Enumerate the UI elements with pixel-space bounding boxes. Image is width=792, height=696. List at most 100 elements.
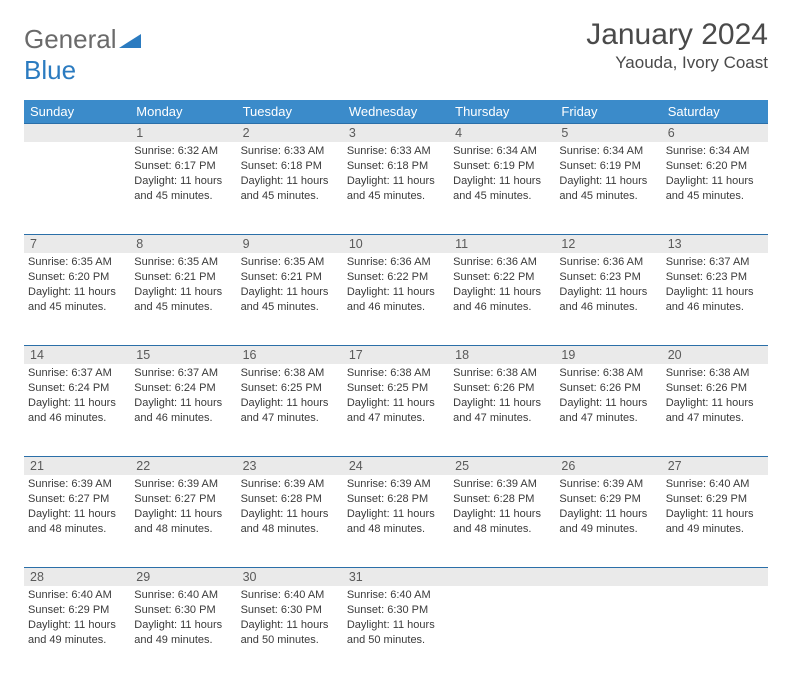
day-number: 16 [237,345,343,364]
day-content: Sunrise: 6:35 AMSunset: 6:20 PMDaylight:… [24,253,130,320]
day-number: 9 [237,234,343,253]
weekday-header: Saturday [662,100,768,123]
daynum-row: 123456 [24,123,768,142]
day-content-empty [662,586,768,594]
day-number: 10 [343,234,449,253]
day-content: Sunrise: 6:37 AMSunset: 6:24 PMDaylight:… [24,364,130,431]
day-number-empty [24,123,130,142]
weekday-header: Tuesday [237,100,343,123]
weekday-header: Sunday [24,100,130,123]
logo-text-general: General [24,24,117,54]
day-number: 5 [555,123,661,142]
day-content: Sunrise: 6:36 AMSunset: 6:23 PMDaylight:… [555,253,661,320]
calendar-body: 123456Sunrise: 6:32 AMSunset: 6:17 PMDay… [24,123,768,678]
day-number: 22 [130,456,236,475]
day-content: Sunrise: 6:38 AMSunset: 6:25 PMDaylight:… [237,364,343,431]
day-number: 24 [343,456,449,475]
day-content: Sunrise: 6:34 AMSunset: 6:19 PMDaylight:… [555,142,661,209]
day-number: 23 [237,456,343,475]
location: Yaouda, Ivory Coast [586,53,768,73]
day-number: 8 [130,234,236,253]
day-content: Sunrise: 6:40 AMSunset: 6:30 PMDaylight:… [130,586,236,653]
weekday-header: Monday [130,100,236,123]
calendar-page: GeneralBlue January 2024 Yaouda, Ivory C… [0,0,792,696]
title-block: January 2024 Yaouda, Ivory Coast [586,18,768,73]
weekday-header: Thursday [449,100,555,123]
day-content: Sunrise: 6:40 AMSunset: 6:29 PMDaylight:… [662,475,768,542]
weekday-header: Wednesday [343,100,449,123]
day-content-row: Sunrise: 6:37 AMSunset: 6:24 PMDaylight:… [24,364,768,456]
day-content-row: Sunrise: 6:32 AMSunset: 6:17 PMDaylight:… [24,142,768,234]
day-number: 1 [130,123,236,142]
day-content: Sunrise: 6:40 AMSunset: 6:30 PMDaylight:… [343,586,449,653]
day-number-empty [449,567,555,586]
day-number: 26 [555,456,661,475]
day-number: 18 [449,345,555,364]
day-number: 4 [449,123,555,142]
day-number: 31 [343,567,449,586]
logo: GeneralBlue [24,18,141,86]
day-content: Sunrise: 6:34 AMSunset: 6:20 PMDaylight:… [662,142,768,209]
day-content: Sunrise: 6:39 AMSunset: 6:29 PMDaylight:… [555,475,661,542]
day-number: 29 [130,567,236,586]
day-content: Sunrise: 6:33 AMSunset: 6:18 PMDaylight:… [237,142,343,209]
day-content: Sunrise: 6:35 AMSunset: 6:21 PMDaylight:… [130,253,236,320]
daynum-row: 28293031 [24,567,768,586]
day-content: Sunrise: 6:39 AMSunset: 6:27 PMDaylight:… [130,475,236,542]
day-content: Sunrise: 6:37 AMSunset: 6:23 PMDaylight:… [662,253,768,320]
daynum-row: 78910111213 [24,234,768,253]
day-content: Sunrise: 6:35 AMSunset: 6:21 PMDaylight:… [237,253,343,320]
day-content: Sunrise: 6:38 AMSunset: 6:26 PMDaylight:… [555,364,661,431]
day-number: 20 [662,345,768,364]
logo-text: GeneralBlue [24,24,141,86]
day-content-row: Sunrise: 6:40 AMSunset: 6:29 PMDaylight:… [24,586,768,678]
day-number-empty [662,567,768,586]
day-number: 11 [449,234,555,253]
day-number: 28 [24,567,130,586]
day-content: Sunrise: 6:33 AMSunset: 6:18 PMDaylight:… [343,142,449,209]
day-content-empty [449,586,555,594]
month-title: January 2024 [586,18,768,51]
day-content-row: Sunrise: 6:39 AMSunset: 6:27 PMDaylight:… [24,475,768,567]
daynum-row: 14151617181920 [24,345,768,364]
logo-triangle-icon [119,24,141,55]
logo-text-blue: Blue [24,55,76,85]
day-number: 13 [662,234,768,253]
header: GeneralBlue January 2024 Yaouda, Ivory C… [24,18,768,86]
weekday-header: Friday [555,100,661,123]
day-number: 21 [24,456,130,475]
day-number: 19 [555,345,661,364]
day-number: 25 [449,456,555,475]
day-number: 7 [24,234,130,253]
day-number: 17 [343,345,449,364]
day-content: Sunrise: 6:37 AMSunset: 6:24 PMDaylight:… [130,364,236,431]
day-content: Sunrise: 6:38 AMSunset: 6:26 PMDaylight:… [662,364,768,431]
day-number-empty [555,567,661,586]
day-content: Sunrise: 6:39 AMSunset: 6:28 PMDaylight:… [449,475,555,542]
day-content-row: Sunrise: 6:35 AMSunset: 6:20 PMDaylight:… [24,253,768,345]
day-number: 27 [662,456,768,475]
day-content: Sunrise: 6:39 AMSunset: 6:28 PMDaylight:… [237,475,343,542]
day-content: Sunrise: 6:39 AMSunset: 6:27 PMDaylight:… [24,475,130,542]
day-content: Sunrise: 6:40 AMSunset: 6:30 PMDaylight:… [237,586,343,653]
day-content: Sunrise: 6:38 AMSunset: 6:25 PMDaylight:… [343,364,449,431]
day-number: 6 [662,123,768,142]
day-number: 12 [555,234,661,253]
calendar-header-row: SundayMondayTuesdayWednesdayThursdayFrid… [24,100,768,123]
day-content-empty [24,142,130,150]
daynum-row: 21222324252627 [24,456,768,475]
day-content-empty [555,586,661,594]
calendar-table: SundayMondayTuesdayWednesdayThursdayFrid… [24,100,768,678]
day-content: Sunrise: 6:36 AMSunset: 6:22 PMDaylight:… [343,253,449,320]
day-number: 30 [237,567,343,586]
day-content: Sunrise: 6:34 AMSunset: 6:19 PMDaylight:… [449,142,555,209]
day-number: 2 [237,123,343,142]
day-number: 3 [343,123,449,142]
day-number: 15 [130,345,236,364]
day-content: Sunrise: 6:39 AMSunset: 6:28 PMDaylight:… [343,475,449,542]
day-content: Sunrise: 6:36 AMSunset: 6:22 PMDaylight:… [449,253,555,320]
day-content: Sunrise: 6:32 AMSunset: 6:17 PMDaylight:… [130,142,236,209]
day-content: Sunrise: 6:38 AMSunset: 6:26 PMDaylight:… [449,364,555,431]
day-content: Sunrise: 6:40 AMSunset: 6:29 PMDaylight:… [24,586,130,653]
day-number: 14 [24,345,130,364]
